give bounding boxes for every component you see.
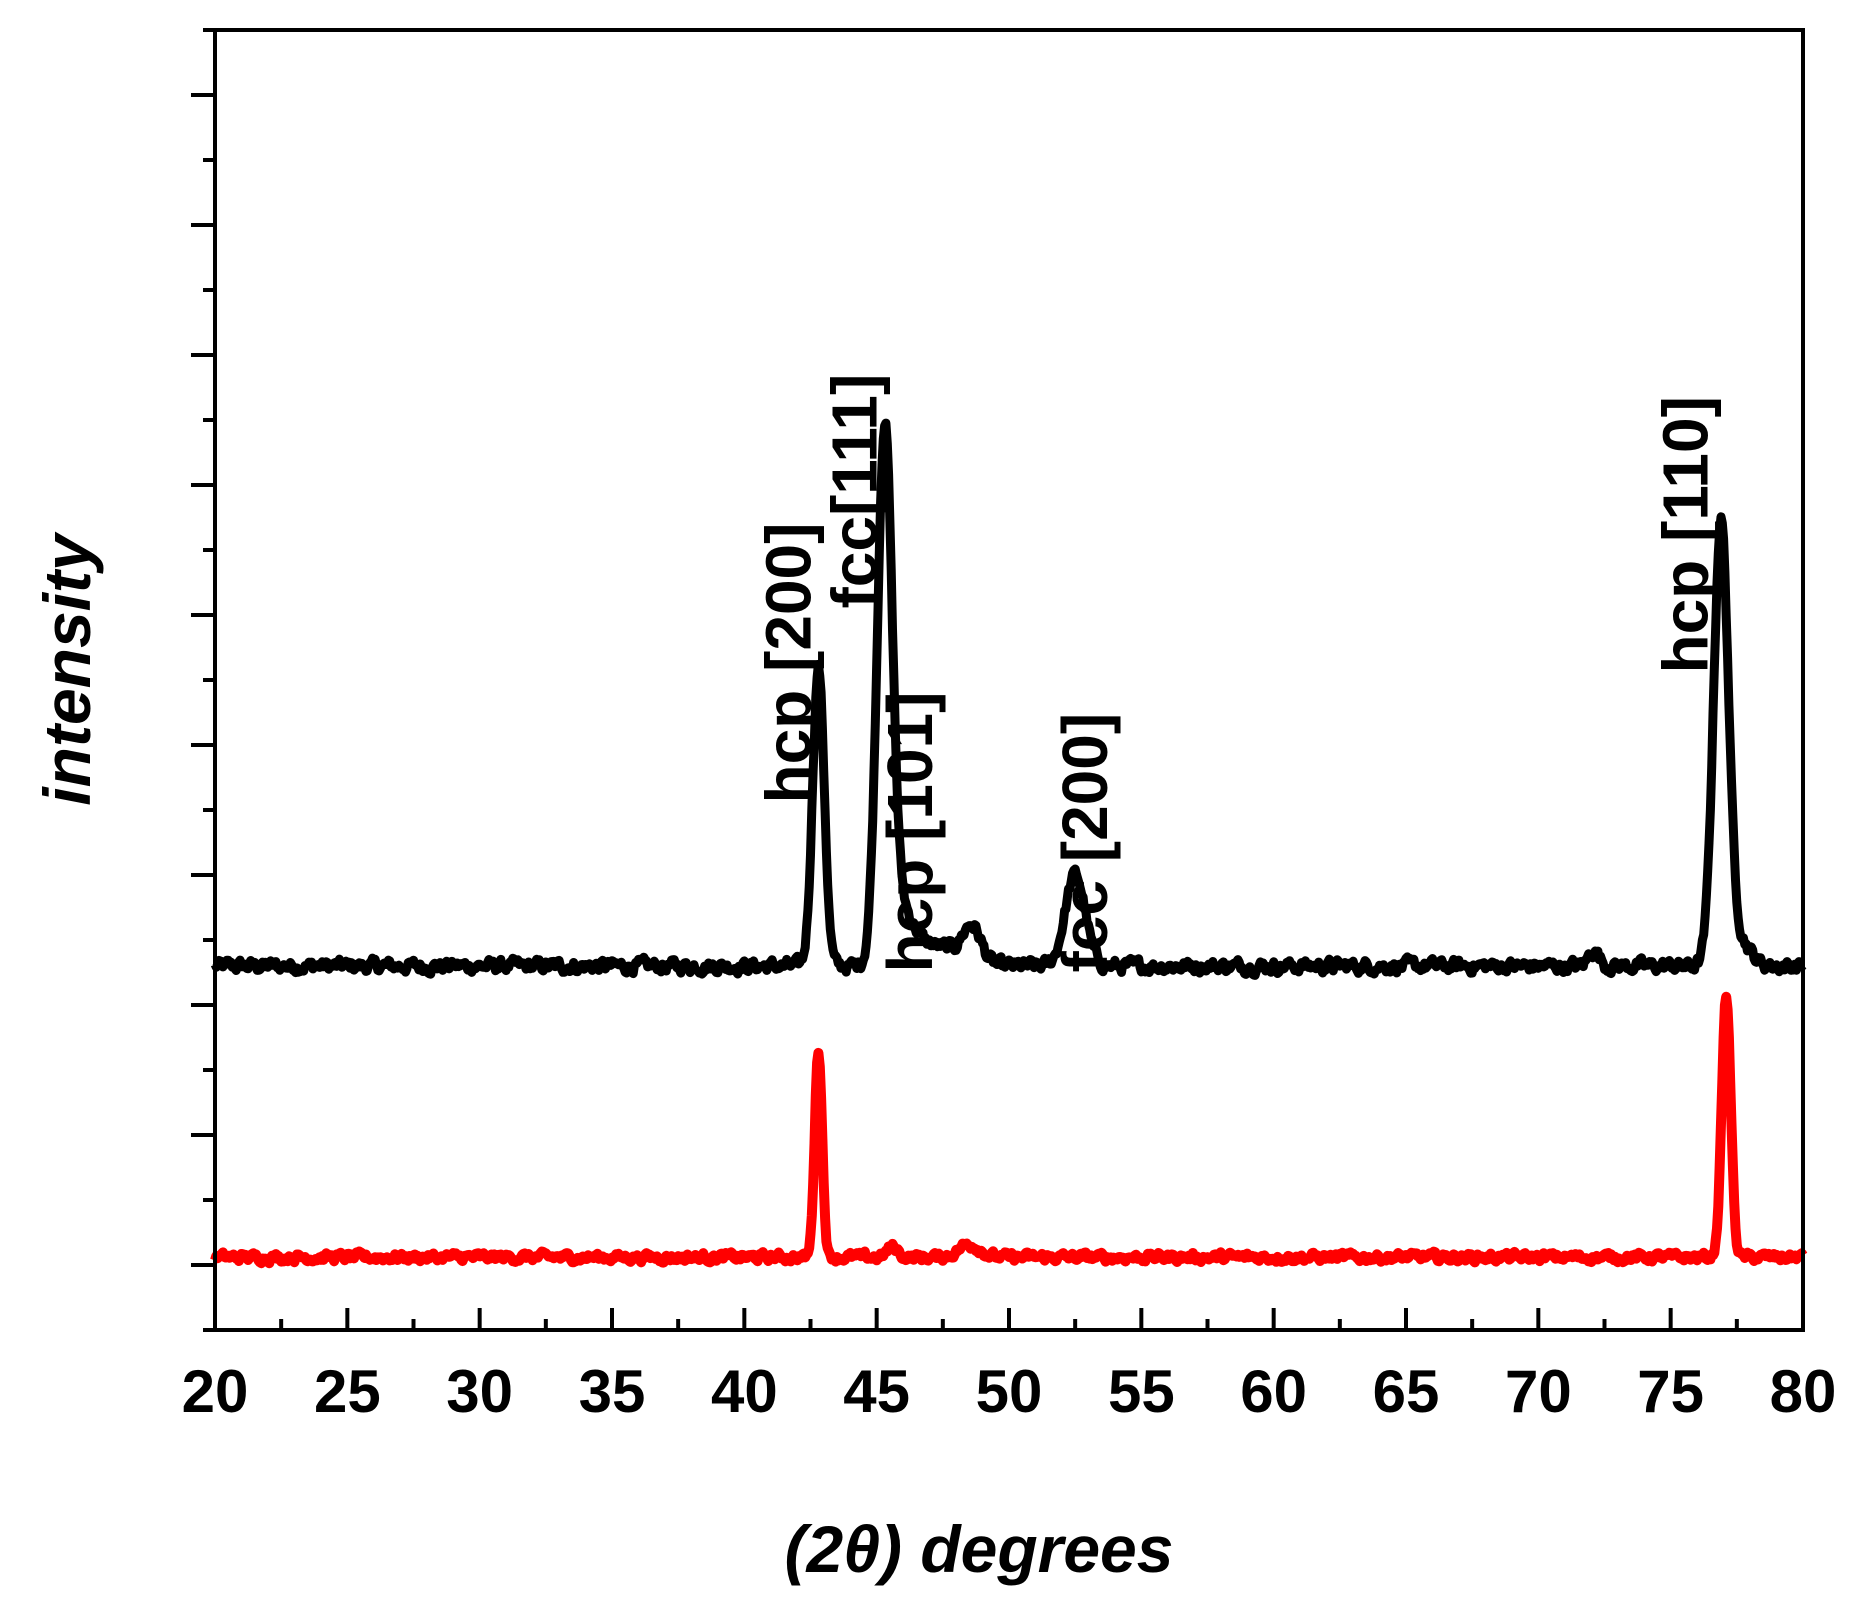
peak-label: hcp [101] bbox=[874, 692, 946, 973]
x-tick-label: 55 bbox=[1108, 1358, 1175, 1425]
plot-frame bbox=[213, 28, 1805, 1332]
peak-label: fcc [200] bbox=[1049, 713, 1121, 973]
x-tick-label: 20 bbox=[182, 1358, 249, 1425]
series-line-2 bbox=[210, 991, 1808, 1269]
y-axis-title: intensity bbox=[30, 531, 104, 806]
ticks-layer: 20 25 30 35 40 45 50 55 60 65 70 75 80 bbox=[182, 28, 1837, 1425]
plot-area: 20 25 30 35 40 45 50 55 60 65 70 75 80 hcp [200]fcc[… bbox=[182, 28, 1837, 1425]
x-tick-label: 25 bbox=[314, 1358, 381, 1425]
peak-label: fcc[111] bbox=[819, 374, 891, 609]
series-line-1 bbox=[210, 418, 1807, 980]
peak-label: hcp [200] bbox=[753, 523, 825, 804]
x-tick-label: 40 bbox=[711, 1358, 778, 1425]
x-tick-label: 50 bbox=[976, 1358, 1043, 1425]
x-tick-label: 35 bbox=[579, 1358, 646, 1425]
x-tick-label: 30 bbox=[446, 1358, 513, 1425]
x-tick-label: 75 bbox=[1637, 1358, 1704, 1425]
x-tick-label: 65 bbox=[1373, 1358, 1440, 1425]
annotation-layer: hcp [200]fcc[111] hcp [101] fcc [200] hcp [… bbox=[753, 374, 1722, 973]
x-tick-label: 70 bbox=[1505, 1358, 1572, 1425]
series-layer bbox=[210, 418, 1808, 1269]
peak-label: hcp [110] bbox=[1650, 396, 1722, 673]
x-tick-label: 60 bbox=[1240, 1358, 1307, 1425]
x-tick-label: 45 bbox=[843, 1358, 910, 1425]
x-axis-title: (2θ) degrees bbox=[785, 1512, 1174, 1586]
x-tick-label: 80 bbox=[1770, 1358, 1837, 1425]
